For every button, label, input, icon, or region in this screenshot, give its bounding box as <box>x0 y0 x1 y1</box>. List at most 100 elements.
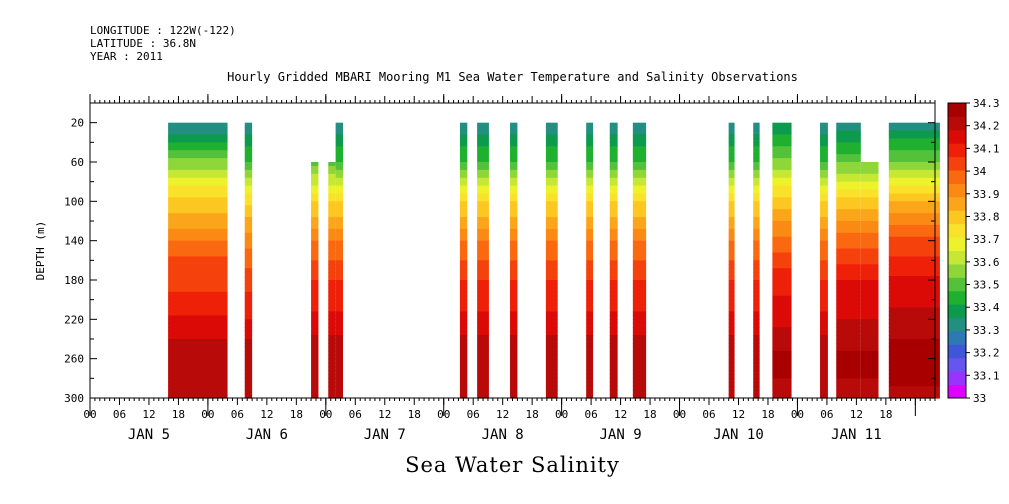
salinity-cell <box>728 339 735 344</box>
salinity-cell <box>820 264 828 269</box>
salinity-cell <box>586 295 594 301</box>
salinity-cell <box>772 244 792 250</box>
salinity-cell <box>335 224 344 230</box>
y-tick-label: 140 <box>64 235 84 248</box>
salinity-cell <box>728 193 735 198</box>
salinity-cell <box>772 260 792 265</box>
day-label: JAN 6 <box>246 427 288 443</box>
salinity-cell <box>860 169 879 175</box>
salinity-cell <box>168 150 228 155</box>
salinity-cell <box>609 315 618 320</box>
salinity-cell <box>335 252 344 257</box>
salinity-cell <box>459 327 468 332</box>
salinity-cell <box>510 276 518 281</box>
salinity-cell <box>168 264 228 269</box>
salinity-cell <box>545 386 558 391</box>
salinity-cell <box>753 169 760 175</box>
salinity-cell <box>609 181 618 187</box>
salinity-cell <box>772 370 792 375</box>
salinity-cell <box>244 162 253 167</box>
salinity-cell <box>888 138 940 143</box>
salinity-cell <box>836 339 861 344</box>
salinity-cell <box>820 217 828 222</box>
salinity-cell <box>860 370 879 375</box>
salinity-cell <box>632 272 647 277</box>
salinity-cell <box>772 150 792 155</box>
data-segment <box>335 122 344 399</box>
salinity-cell <box>477 181 489 187</box>
salinity-cell <box>586 362 594 368</box>
salinity-cell <box>510 158 518 163</box>
salinity-cell <box>545 228 558 234</box>
salinity-cell <box>545 150 558 155</box>
salinity-cell <box>728 303 735 309</box>
salinity-cell <box>632 374 647 379</box>
salinity-cell <box>244 370 253 375</box>
salinity-cell <box>510 358 518 364</box>
salinity-cell <box>888 386 940 391</box>
salinity-cell <box>728 268 735 273</box>
salinity-cell <box>459 169 468 175</box>
salinity-cell <box>510 209 518 214</box>
salinity-cell <box>860 362 879 368</box>
salinity-cell <box>772 303 792 309</box>
salinity-cell <box>459 342 468 348</box>
salinity-cell <box>836 264 861 269</box>
salinity-cell <box>168 303 228 309</box>
salinity-cell <box>728 236 735 242</box>
x-tick-label: 18 <box>879 408 892 421</box>
salinity-cell <box>328 205 336 210</box>
salinity-cell <box>888 319 940 324</box>
data-segment <box>459 122 468 399</box>
salinity-cell <box>728 122 735 128</box>
salinity-cell <box>545 169 558 175</box>
salinity-cell <box>820 256 828 261</box>
salinity-cell <box>888 358 940 364</box>
salinity-cell <box>632 122 647 128</box>
x-axis-title: Sea Water Salinity <box>405 453 620 477</box>
data-segment <box>728 122 735 399</box>
salinity-cell <box>545 232 558 238</box>
salinity-cell <box>836 390 861 395</box>
salinity-cell <box>632 260 647 265</box>
salinity-cell <box>477 169 489 175</box>
salinity-cell <box>545 209 558 214</box>
salinity-cell <box>753 339 760 344</box>
salinity-cell <box>632 142 647 147</box>
salinity-cell <box>545 311 558 316</box>
salinity-cell <box>335 339 344 344</box>
salinity-cell <box>753 370 760 375</box>
salinity-cell <box>328 319 336 324</box>
salinity-cell <box>609 224 618 230</box>
salinity-cell <box>168 213 228 218</box>
salinity-cell <box>609 335 618 340</box>
y-tick-label: 300 <box>64 392 84 405</box>
salinity-cell <box>168 362 228 368</box>
x-tick-label: 12 <box>732 408 745 421</box>
salinity-cell <box>728 264 735 269</box>
salinity-cell <box>459 236 468 242</box>
salinity-cell <box>753 394 760 399</box>
salinity-cell <box>545 319 558 324</box>
salinity-cell <box>335 299 344 305</box>
salinity-cell <box>328 303 336 309</box>
salinity-cell <box>545 240 558 246</box>
salinity-cell <box>728 130 735 136</box>
salinity-cell <box>609 154 618 159</box>
salinity-cell <box>168 177 228 183</box>
salinity-cell <box>772 386 792 391</box>
salinity-cell <box>609 126 618 132</box>
salinity-cell <box>888 154 940 159</box>
salinity-cell <box>860 264 879 269</box>
salinity-cell <box>545 177 558 183</box>
salinity-cell <box>632 221 647 226</box>
salinity-cell <box>244 264 253 269</box>
salinity-cell <box>820 165 828 171</box>
salinity-cell <box>836 295 861 301</box>
salinity-cell <box>820 126 828 132</box>
salinity-cell <box>168 169 228 175</box>
salinity-cell <box>772 193 792 198</box>
salinity-cell <box>836 126 861 132</box>
salinity-cell <box>820 213 828 218</box>
salinity-cell <box>545 283 558 289</box>
